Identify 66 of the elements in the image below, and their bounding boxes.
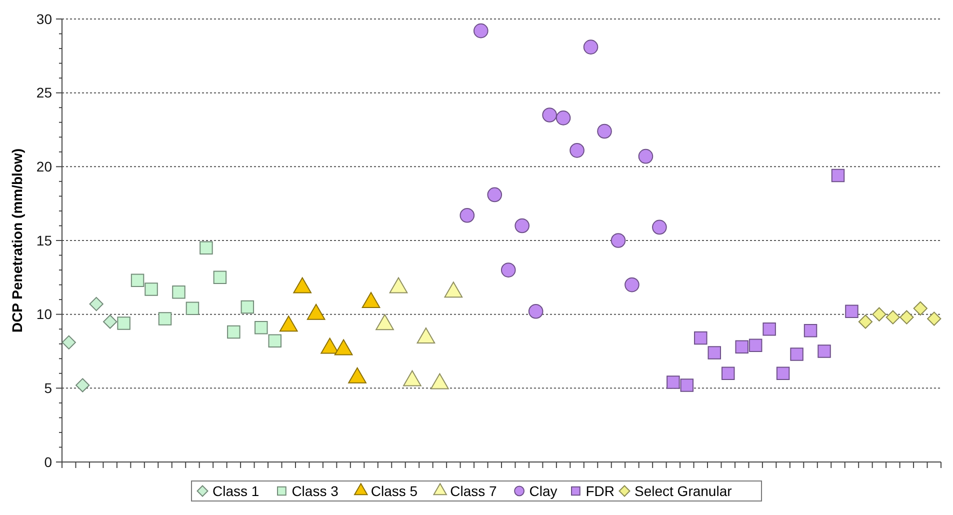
point <box>130 274 144 287</box>
legend-label: Clay <box>529 482 558 499</box>
point <box>200 241 213 255</box>
point <box>213 270 227 284</box>
point <box>542 108 557 122</box>
point <box>583 40 598 54</box>
point <box>804 324 818 338</box>
point <box>186 302 200 316</box>
point <box>514 218 530 234</box>
y-tick-label: 20 <box>36 158 52 175</box>
legend-label: Class 1 <box>212 482 260 499</box>
legend-label: Class 3 <box>292 482 339 499</box>
point <box>886 310 900 324</box>
point <box>76 378 90 392</box>
point <box>62 335 76 350</box>
y-tick-label: 5 <box>44 380 52 396</box>
point <box>500 262 516 278</box>
point <box>638 148 654 164</box>
y-tick-label: 15 <box>36 232 52 248</box>
y-tick-label: 10 <box>36 306 52 322</box>
y-tick-label: 30 <box>36 10 52 27</box>
point <box>117 316 130 330</box>
point <box>172 286 186 299</box>
point <box>556 110 571 126</box>
point <box>473 23 488 38</box>
point <box>858 314 873 329</box>
point <box>254 321 268 334</box>
point <box>652 220 667 235</box>
point <box>900 310 914 324</box>
y-tick-label: 25 <box>36 84 52 101</box>
legend-label: Class 7 <box>450 482 497 499</box>
point <box>721 366 735 380</box>
point <box>762 322 776 336</box>
point <box>597 124 612 139</box>
point <box>240 300 254 314</box>
y-axis-title: DCP Penetration (mm/blow) <box>9 148 25 333</box>
point <box>818 344 831 358</box>
point <box>927 312 942 326</box>
point <box>144 282 158 296</box>
point <box>227 325 240 339</box>
point <box>268 334 282 348</box>
point <box>831 168 845 182</box>
legend-label: Select Granular <box>634 482 732 499</box>
point <box>708 346 722 360</box>
point <box>610 233 626 248</box>
point <box>666 376 680 389</box>
point <box>790 348 804 361</box>
point <box>680 378 694 392</box>
point <box>735 340 748 354</box>
point <box>89 296 104 312</box>
point <box>158 312 172 326</box>
point <box>624 277 640 292</box>
point <box>528 304 544 319</box>
point <box>913 301 928 316</box>
point <box>872 307 886 322</box>
point <box>694 331 708 345</box>
legend-label: Class 5 <box>370 482 418 499</box>
point <box>776 366 790 380</box>
point <box>748 338 762 352</box>
point <box>460 208 475 223</box>
point <box>487 187 502 202</box>
y-tick-label: 0 <box>44 454 52 470</box>
point <box>570 143 584 158</box>
point <box>845 304 858 318</box>
legend-label: FDR <box>586 482 614 499</box>
point <box>103 314 118 329</box>
